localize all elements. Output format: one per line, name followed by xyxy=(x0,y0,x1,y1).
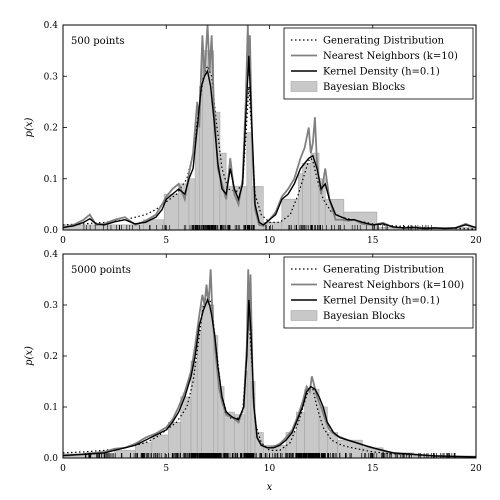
bayesian-block xyxy=(246,132,253,230)
x-tick-label: 10 xyxy=(264,236,276,246)
legend-box-swatch xyxy=(290,310,318,321)
bayesian-block xyxy=(219,152,227,230)
generating-distribution-line xyxy=(63,64,476,230)
plot-area xyxy=(63,269,476,458)
x-tick-label: 20 xyxy=(470,464,482,474)
bayesian-block xyxy=(201,304,215,458)
legend: Generating Distribution Nearest Neighbors… xyxy=(283,27,474,100)
legend-entry-label: Kernel Density (h=0.1) xyxy=(323,67,440,78)
y-tick-label: 0.4 xyxy=(44,21,59,31)
y-axis-label: p(x) xyxy=(24,117,35,137)
legend-entry-label: Bayesian Blocks xyxy=(323,311,405,322)
bayesian-block xyxy=(190,360,198,458)
legend-entry-label: Nearest Neighbors (k=10) xyxy=(323,51,458,62)
x-tick-label: 15 xyxy=(367,236,379,246)
bayesian-block xyxy=(180,396,192,458)
bayesian-block xyxy=(298,173,303,230)
y-tick-label: 0.1 xyxy=(44,175,58,185)
kernel-density-line xyxy=(63,55,476,230)
y-axis-label: p(x) xyxy=(24,346,35,366)
panel-label: 5000 points xyxy=(71,265,131,276)
x-tick-label: 0 xyxy=(60,464,66,474)
x-tick-label: 20 xyxy=(470,236,482,246)
legend-entry-label: Kernel Density (h=0.1) xyxy=(323,296,440,307)
y-tick-label: 0.0 xyxy=(44,226,59,236)
legend: Generating Distribution Nearest Neighbors… xyxy=(283,256,474,329)
x-tick-label: 15 xyxy=(367,464,379,474)
panel-label: 500 points xyxy=(71,36,124,47)
bayesian-block xyxy=(223,411,235,458)
nearest-neighbors-line xyxy=(63,269,476,458)
bayesian-block xyxy=(188,178,196,230)
bayesian-block xyxy=(251,186,264,230)
x-axis-label: x xyxy=(267,482,273,493)
legend-entry-label: Nearest Neighbors (k=100) xyxy=(323,280,464,291)
y-tick-label: 0.0 xyxy=(44,454,59,464)
legend-entry-label: Generating Distribution xyxy=(323,265,445,276)
y-tick-label: 0.3 xyxy=(44,72,59,82)
bayesian-block xyxy=(196,330,202,458)
chart-panel-2: 0 5 10 15 20 0.0 0.1 0.2 0.3 0.4 p(x) 5000 points Ge… xyxy=(24,250,482,474)
plot-area xyxy=(63,25,476,230)
x-tick-label: 5 xyxy=(163,464,169,474)
legend-entry-label: Generating Distribution xyxy=(323,36,445,47)
chart-panel-1: 0 5 10 15 20 0.0 0.1 0.2 0.3 0.4 p(x) 500 points Gen… xyxy=(24,21,482,246)
x-tick-label: 5 xyxy=(163,236,169,246)
y-tick-label: 0.4 xyxy=(44,250,59,260)
x-tick-label: 10 xyxy=(264,464,276,474)
y-tick-label: 0.2 xyxy=(44,124,58,134)
y-tick-label: 0.2 xyxy=(44,352,58,362)
bayesian-block xyxy=(302,163,312,230)
kernel-density-line xyxy=(63,298,476,458)
bayesian-block xyxy=(304,388,320,458)
x-tick-label: 0 xyxy=(60,236,66,246)
bayesian-block xyxy=(114,450,136,458)
legend-entry-label: Bayesian Blocks xyxy=(323,82,405,93)
legend-box-swatch xyxy=(290,81,318,92)
y-tick-label: 0.1 xyxy=(44,403,58,413)
y-tick-label: 0.3 xyxy=(44,301,59,311)
